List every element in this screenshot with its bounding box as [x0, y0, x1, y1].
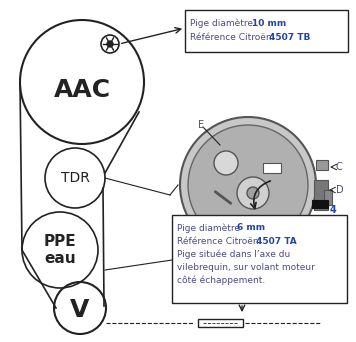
FancyArrowPatch shape — [215, 192, 231, 203]
Text: E: E — [198, 120, 204, 130]
Circle shape — [188, 125, 308, 245]
Text: C: C — [336, 162, 343, 172]
Text: D: D — [336, 185, 344, 195]
Text: 10 mm: 10 mm — [252, 18, 286, 27]
Bar — [198, 319, 243, 327]
Bar — [312, 200, 328, 208]
Text: 4507 TB: 4507 TB — [269, 34, 310, 42]
FancyBboxPatch shape — [172, 215, 347, 303]
Text: AAC: AAC — [53, 78, 111, 102]
Text: Pige diamètre: Pige diamètre — [190, 18, 256, 28]
Bar — [324, 190, 332, 205]
Text: PPE
eau: PPE eau — [44, 234, 76, 266]
Text: Pige diamètre: Pige diamètre — [177, 223, 243, 233]
Text: TDR: TDR — [61, 171, 89, 185]
FancyBboxPatch shape — [185, 10, 348, 52]
Text: 4: 4 — [330, 205, 337, 215]
Circle shape — [237, 177, 269, 209]
Text: 6 mm: 6 mm — [237, 224, 265, 233]
Text: V: V — [70, 298, 90, 322]
Bar — [314, 180, 328, 210]
Circle shape — [107, 41, 113, 47]
Bar — [263, 163, 281, 173]
Text: Référence Citroën:: Référence Citroën: — [190, 34, 277, 42]
Bar — [316, 160, 328, 170]
Circle shape — [101, 35, 119, 53]
Text: côté échappement.: côté échappement. — [177, 275, 265, 285]
Circle shape — [180, 117, 316, 253]
Text: Pige située dans l’axe du: Pige située dans l’axe du — [177, 249, 290, 259]
Circle shape — [214, 151, 238, 175]
Text: Référence Citroën:: Référence Citroën: — [177, 237, 265, 246]
Circle shape — [247, 187, 259, 199]
Text: 4507 TA: 4507 TA — [256, 237, 297, 246]
Text: vilebrequin, sur volant moteur: vilebrequin, sur volant moteur — [177, 263, 315, 272]
